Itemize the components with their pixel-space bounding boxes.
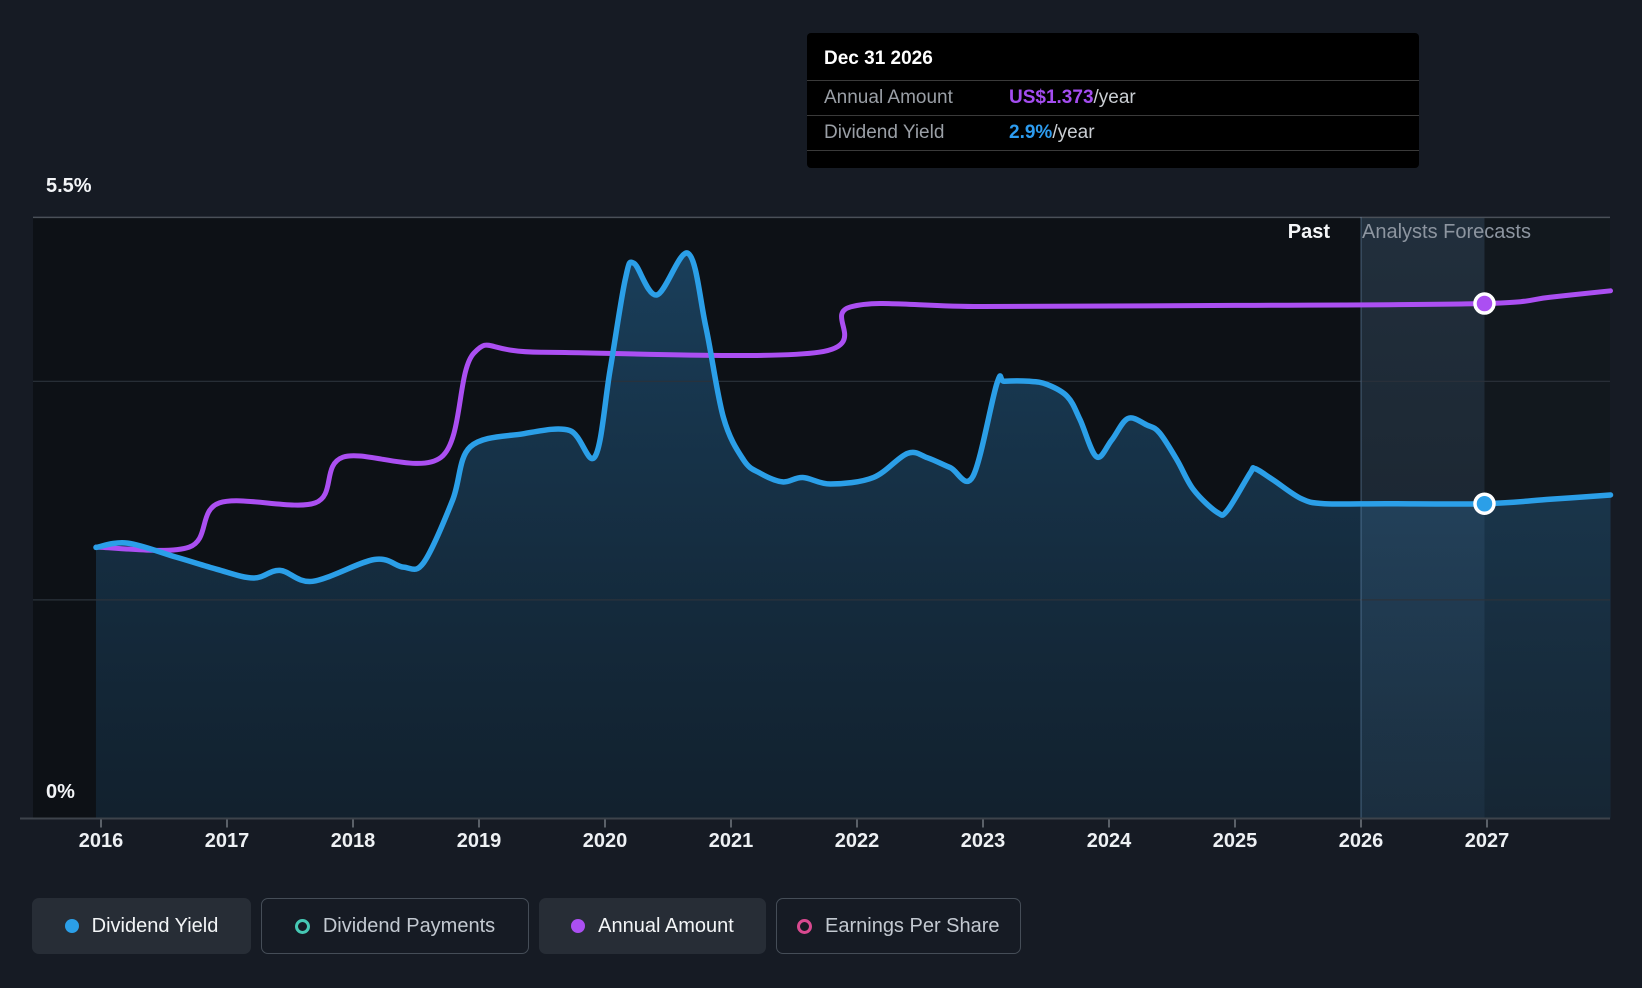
tooltip-date: Dec 31 2026 (824, 48, 933, 69)
x-axis-year-label: 2022 (834, 830, 880, 852)
tooltip-row: Annual Amount US$1.373/year (807, 80, 1419, 115)
yield-area-fill (95, 252, 1611, 819)
chart-legend: Dividend Yield Dividend Payments Annual Am… (32, 898, 1021, 954)
annual-amount-line (93, 288, 1613, 553)
legend-toggle-dividend-payments[interactable]: Dividend Payments (261, 898, 529, 954)
tooltip-row-label: Annual Amount (824, 87, 953, 108)
legend-toggle-earnings-per-share[interactable]: Earnings Per Share (776, 898, 1021, 954)
legend-filled-dot-icon (571, 919, 586, 933)
legend-label: Annual Amount (598, 914, 734, 937)
tooltip-row-value: 2.9% (1009, 122, 1053, 143)
tooltip-row-suffix: /year (1093, 87, 1136, 108)
legend-label: Earnings Per Share (825, 914, 1000, 937)
legend-toggle-annual-amount[interactable]: Annual Amount (539, 898, 766, 954)
x-axis-year-label: 2024 (1086, 830, 1132, 852)
legend-label: Dividend Payments (322, 914, 496, 937)
legend-label: Dividend Yield (91, 914, 219, 937)
dividend-yield-line (93, 250, 1614, 585)
legend-ring-dot-icon (797, 918, 812, 934)
annual-amount-marker[interactable] (1473, 292, 1496, 315)
x-axis-year-label: 2017 (204, 830, 250, 852)
forecast-hover-band (1361, 217, 1485, 819)
dividend-yield-marker[interactable] (1473, 492, 1496, 515)
y-axis-min-label: 0% (46, 781, 75, 803)
tooltip-row-suffix: /year (1052, 122, 1095, 143)
forecast-region-label: Analysts Forecasts (1362, 221, 1531, 243)
x-axis-year-label: 2027 (1464, 830, 1510, 852)
x-axis-year-label: 2025 (1212, 830, 1258, 852)
x-axis-year-label: 2019 (456, 830, 502, 852)
legend-filled-dot-icon (64, 919, 79, 933)
tooltip-row-label: Dividend Yield (824, 122, 945, 143)
x-axis-year-label: 2020 (582, 830, 628, 852)
x-axis-year-label: 2016 (78, 830, 124, 852)
legend-ring-dot-icon (294, 918, 310, 934)
tooltip-row: Dividend Yield 2.9%/year (807, 115, 1419, 151)
hover-tooltip: Dec 31 2026 Annual Amount US$1.373/year Di… (807, 33, 1419, 168)
x-axis-year-label: 2018 (330, 830, 376, 852)
y-axis-max-label: 5.5% (46, 175, 92, 197)
x-axis-year-label: 2026 (1338, 830, 1384, 852)
x-axis-year-label: 2023 (960, 830, 1006, 852)
x-axis-year-label: 2021 (708, 830, 754, 852)
legend-toggle-dividend-yield[interactable]: Dividend Yield (32, 898, 251, 954)
tooltip-row-value: US$1.373 (1009, 87, 1094, 108)
past-region-label: Past (1287, 221, 1330, 243)
